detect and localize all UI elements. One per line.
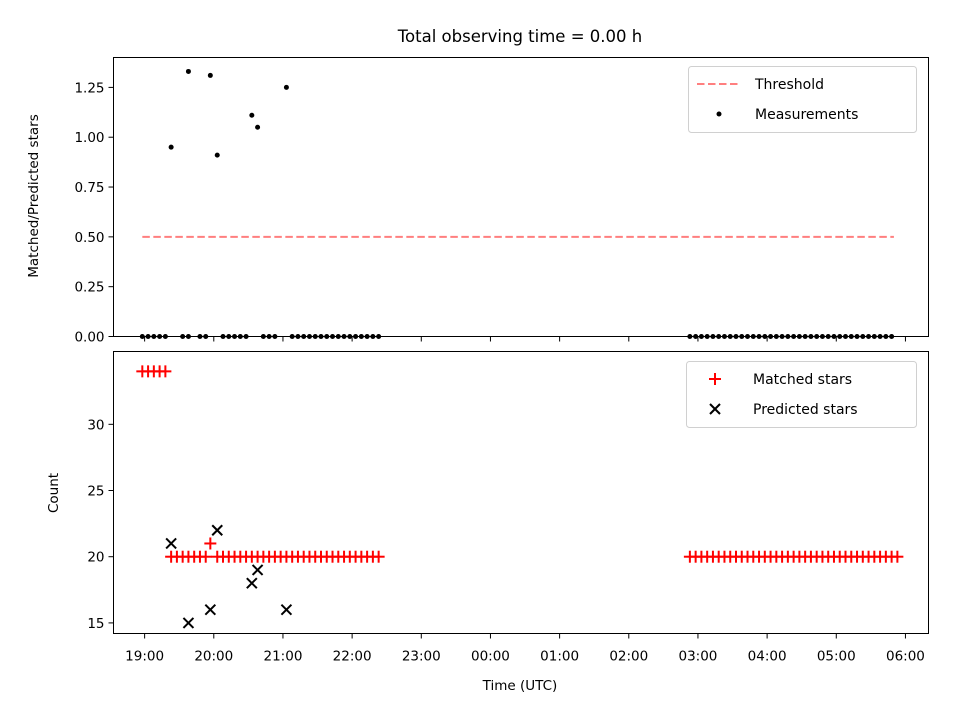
- bottom-y-axis: 15 20 25 30: [87, 417, 114, 632]
- x-tick-label: 00:00: [471, 649, 510, 665]
- chart-title: Total observing time = 0.00 h: [397, 27, 642, 46]
- top-y-tick-label: 0.00: [74, 330, 104, 346]
- x-tick-label: 22:00: [333, 649, 372, 665]
- matched-star-marker: [199, 550, 212, 563]
- top-legend: Threshold Measurements: [688, 66, 917, 133]
- legend-measurements-label: Measurements: [755, 107, 858, 123]
- measurement-point: [168, 144, 174, 150]
- legend-predicted-marker: [709, 403, 721, 415]
- x-tick-label: 20:00: [194, 649, 233, 665]
- measurement-point: [185, 68, 191, 74]
- top-y-tick-label: 0.50: [74, 230, 104, 246]
- top-y-tick-label: 1.00: [74, 130, 104, 146]
- top-x-ticks: [144, 336, 906, 342]
- predicted-star-marker: [251, 564, 264, 576]
- bottom-legend: Matched stars Predicted stars: [686, 361, 917, 428]
- x-tick-label: 23:00: [402, 649, 441, 665]
- measurement-point: [249, 112, 255, 118]
- x-tick-label: 05:00: [817, 649, 856, 665]
- bottom-plot-area: [136, 365, 904, 629]
- matched-star-marker: [891, 550, 904, 563]
- measurement-point: [255, 124, 261, 130]
- predicted-star-marker: [280, 603, 293, 616]
- x-axis-label: Time (UTC): [482, 678, 558, 694]
- bottom-y-tick-label: 30: [87, 417, 104, 433]
- predicted-star-marker: [204, 603, 217, 616]
- top-legend-box: [688, 66, 917, 133]
- measurement-point: [283, 84, 289, 90]
- legend-predicted-label: Predicted stars: [753, 402, 858, 418]
- bottom-y-tick-label: 25: [87, 484, 104, 500]
- x-tick-label: 03:00: [678, 649, 717, 665]
- top-y-tick-label: 0.25: [74, 280, 104, 296]
- legend-measurements-marker: [716, 111, 722, 117]
- predicted-star-marker: [246, 577, 258, 589]
- top-y-tick-label: 0.75: [74, 180, 104, 196]
- bottom-y-tick-label: 20: [87, 550, 104, 566]
- bottom-legend-box: [686, 361, 917, 428]
- bottom-x-axis: 19:00 20:00 21:00 22:00 23:00 00:00 01:00 02:00…: [125, 633, 925, 665]
- x-tick-label: 19:00: [125, 649, 164, 665]
- top-y-axis-label: Matched/Predicted stars: [26, 114, 42, 277]
- measurement-point: [207, 72, 213, 78]
- top-axes-frame: [113, 57, 929, 337]
- legend-matched-marker: [709, 373, 721, 385]
- x-tick-label: 04:00: [748, 649, 787, 665]
- matched-star-marker: [159, 365, 172, 378]
- x-tick-label: 01:00: [540, 649, 579, 665]
- legend-matched-label: Matched stars: [753, 372, 852, 388]
- matched-star-marker: [204, 537, 217, 550]
- top-y-tick-label: 1.25: [74, 80, 104, 96]
- matched-star-marker: [372, 550, 385, 563]
- bottom-axes-frame: [113, 351, 929, 634]
- x-tick-label: 06:00: [886, 649, 925, 665]
- measurement-point: [214, 152, 220, 158]
- predicted-star-marker: [211, 524, 223, 536]
- predicted-star-marker: [165, 537, 177, 550]
- bottom-y-axis-label: Count: [46, 473, 62, 513]
- predicted-star-marker: [182, 617, 195, 629]
- x-tick-label: 21:00: [264, 649, 303, 665]
- bottom-y-tick-label: 15: [87, 616, 104, 632]
- x-tick-label: 02:00: [609, 649, 648, 665]
- legend-threshold-label: Threshold: [754, 77, 824, 93]
- top-y-axis: 0.00 0.25 0.50 0.75 1.00 1.25: [74, 80, 114, 346]
